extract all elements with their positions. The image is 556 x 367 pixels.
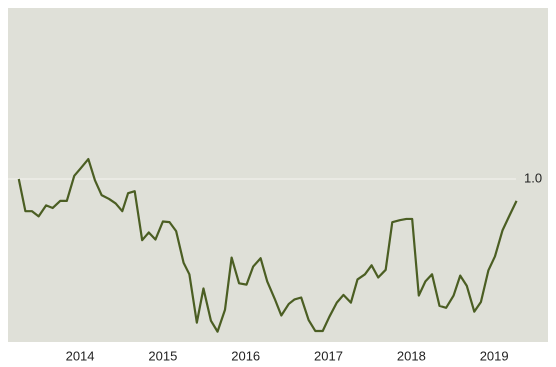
x-tick-label: 2017: [314, 348, 343, 363]
plot-background: [8, 8, 548, 342]
data-line: [17, 157, 518, 333]
x-tick-label: 2018: [397, 348, 426, 363]
y-tick-label: 1.0: [524, 170, 542, 185]
x-tick-label: 2016: [231, 348, 260, 363]
x-tick-label: 2019: [480, 348, 509, 363]
x-tick-label: 2014: [66, 348, 95, 363]
x-tick-label: 2015: [148, 348, 177, 363]
